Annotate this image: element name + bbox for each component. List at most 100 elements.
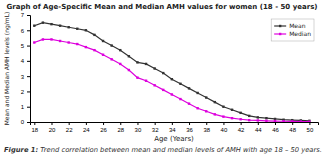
series-marker: [300, 120, 302, 122]
x-tick-label: 42: [238, 127, 245, 133]
x-tick-label: 44: [255, 127, 262, 133]
series-marker: [50, 38, 52, 40]
x-tick-label: 30: [135, 127, 142, 133]
y-tick-label: 1: [21, 104, 25, 110]
series-marker: [248, 119, 250, 121]
series-marker: [33, 41, 35, 43]
series-marker: [196, 92, 198, 94]
caption-part: Trend correlation between mean and media…: [40, 146, 322, 154]
title: Graph of Age-Specific Mean and Median AM…: [6, 3, 317, 11]
series-marker: [153, 84, 155, 86]
y-tick-mark: [27, 15, 30, 16]
x-tick-mark: [223, 122, 224, 125]
y-tick-label: 5: [21, 43, 25, 49]
series-marker: [128, 69, 130, 71]
x-tick: 44: [255, 122, 262, 133]
x-tick: 46: [272, 122, 279, 133]
y-tick-mark: [27, 76, 30, 77]
x-tick: 32: [152, 122, 159, 133]
x-tick-label: 18: [31, 127, 38, 133]
y-tick: 2: [21, 89, 30, 95]
x-tick: 34: [169, 122, 176, 133]
series-marker: [136, 76, 138, 78]
x-tick: 18: [31, 122, 38, 133]
series-marker: [205, 96, 207, 98]
x-tick-label: 46: [272, 127, 279, 133]
y-tick-mark: [27, 122, 30, 123]
series-line: [34, 23, 309, 121]
series-marker: [102, 54, 104, 56]
x-tick: 30: [135, 122, 142, 133]
legend-marker: [279, 25, 281, 27]
x-tick-mark: [51, 122, 52, 125]
series-marker: [274, 118, 276, 120]
chart-svg: Graph of Age-Specific Mean and Median AM…: [0, 0, 324, 156]
series-marker: [162, 72, 164, 74]
x-tick-mark: [120, 122, 121, 125]
y-tick-label: 7: [21, 12, 25, 18]
x-tick-label: 20: [49, 127, 56, 133]
series-marker: [188, 87, 190, 89]
series-marker: [162, 89, 164, 91]
x-tick-label: 50: [307, 127, 314, 133]
x-axis: 1820222426283032343638404244464850: [31, 122, 319, 133]
series-marker: [85, 46, 87, 48]
y-tick: 6: [21, 28, 30, 34]
plot-area: [33, 21, 311, 122]
series-marker: [42, 21, 44, 23]
series-marker: [222, 106, 224, 108]
series-marker: [128, 55, 130, 57]
series-marker: [231, 117, 233, 119]
legend-item: Mean: [274, 22, 306, 29]
y-tick: 1: [21, 104, 30, 110]
series-marker: [119, 63, 121, 65]
series-marker: [171, 93, 173, 95]
series-marker: [119, 49, 121, 51]
legend-item: Median: [274, 30, 311, 37]
series-marker: [110, 44, 112, 46]
y-tick: 4: [21, 58, 30, 64]
series-marker: [93, 34, 95, 36]
series-marker: [188, 102, 190, 104]
series-marker: [308, 120, 310, 122]
series-marker: [85, 29, 87, 31]
x-tick-label: 32: [152, 127, 159, 133]
y-tick-label: 4: [21, 58, 25, 64]
x-tick-mark: [189, 122, 190, 125]
legend-swatch: [274, 25, 286, 26]
x-tick-label: 40: [221, 127, 228, 133]
x-tick-mark: [309, 122, 310, 125]
x-tick: 38: [203, 122, 210, 133]
x-tick-label: 48: [289, 127, 296, 133]
x-tick-mark: [172, 122, 173, 125]
x-tick: 50: [307, 122, 314, 133]
y-tick: 3: [21, 74, 30, 80]
series-marker: [257, 116, 259, 118]
series-marker: [274, 120, 276, 122]
series-marker: [145, 80, 147, 82]
x-tick: 40: [221, 122, 228, 133]
series-marker: [179, 83, 181, 85]
series-marker: [153, 67, 155, 69]
y-tick-mark: [27, 46, 30, 47]
series-marker: [205, 110, 207, 112]
series-marker: [67, 41, 69, 43]
series-marker: [196, 107, 198, 109]
x-tick-label: 24: [83, 127, 90, 133]
series-marker: [179, 98, 181, 100]
series-marker: [42, 38, 44, 40]
y-tick-label: 6: [21, 28, 25, 34]
series-marker: [265, 120, 267, 122]
x-tick-mark: [292, 122, 293, 125]
series-marker: [239, 112, 241, 114]
legend-marker: [279, 33, 281, 35]
y-tick-label: 2: [21, 89, 25, 95]
x-tick: 20: [49, 122, 56, 133]
x-tick-mark: [275, 122, 276, 125]
x-tick-mark: [103, 122, 104, 125]
legend-box: [271, 19, 314, 41]
y-tick-mark: [27, 91, 30, 92]
legend-label: Median: [289, 30, 311, 37]
series-marker: [214, 101, 216, 103]
x-tick-mark: [86, 122, 87, 125]
